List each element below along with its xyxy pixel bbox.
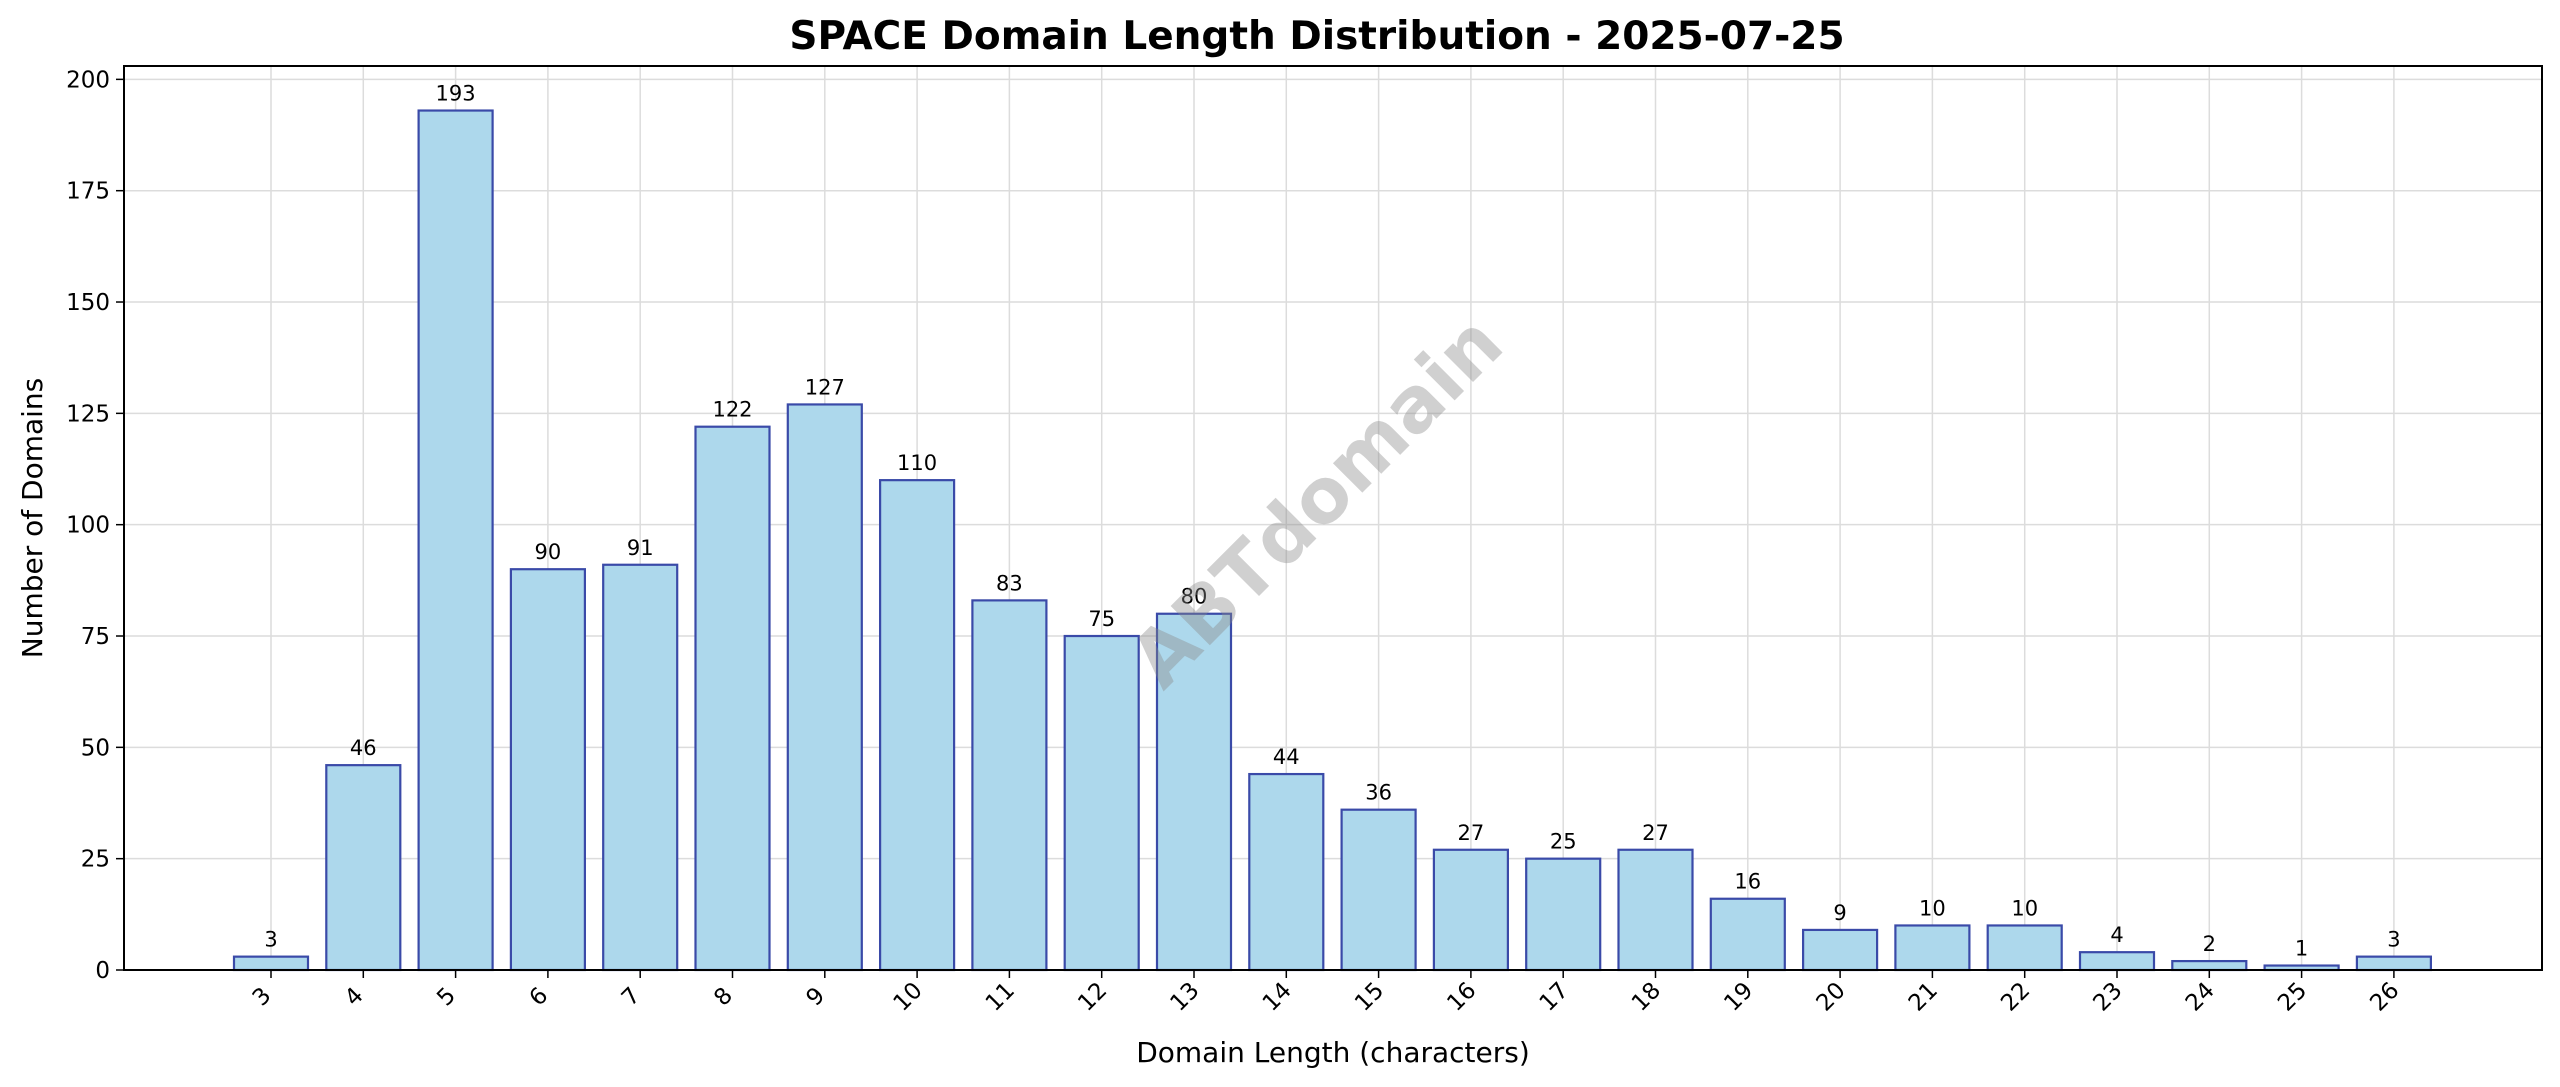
bar-length-6 [509,568,586,972]
data-label: 10 [2011,896,2038,920]
y-tick-label: 0 [95,958,110,984]
y-tick-label: 150 [66,290,110,316]
x-tick-label: 3 [248,983,277,1012]
x-tick-label: 10 [889,978,928,1017]
data-label: 110 [897,451,937,475]
data-label: 27 [1642,821,1669,845]
x-tick-label: 21 [1904,978,1943,1017]
bar-length-20 [1801,928,1879,972]
y-axis-label: Number of Domains [16,378,49,659]
data-label: 3 [2387,928,2400,952]
x-tick-label: 8 [709,983,738,1012]
bar-length-22 [1986,924,2063,972]
x-tick-label: 22 [1996,978,2035,1017]
y-tick-label: 100 [66,513,110,539]
plot-frame [123,65,2543,971]
bar-length-7 [602,563,679,972]
bar-length-16 [1432,848,1510,972]
bar-length-15 [1340,808,1417,972]
watermark: ABTdomain [1113,298,1519,704]
bar-length-3 [232,955,310,972]
data-label: 193 [436,82,476,106]
bar-length-13 [1155,612,1233,972]
data-label: 9 [1833,901,1846,925]
bar-length-24 [2171,959,2248,972]
bar-length-11 [971,599,1048,972]
x-tick-label: 23 [2089,978,2128,1017]
x-tick-label: 7 [617,983,646,1012]
bar-length-4 [325,764,402,972]
data-label: 4 [2110,923,2123,947]
x-tick-label: 17 [1535,978,1574,1017]
x-tick-label: 26 [2365,978,2404,1017]
bar-length-21 [1894,924,1971,972]
data-label: 91 [627,536,654,560]
x-tick-label: 25 [2273,978,2312,1017]
data-label: 44 [1273,745,1300,769]
data-label: 80 [1181,585,1208,609]
bar-length-17 [1525,857,1602,972]
x-tick-label: 24 [2181,978,2220,1017]
bar-length-10 [878,479,956,972]
x-tick-label: 20 [1812,978,1851,1017]
data-label: 83 [996,571,1023,595]
bar-length-8 [694,425,771,972]
x-tick-label: 15 [1350,978,1389,1017]
chart-title: SPACE Domain Length Distribution - 2025-… [789,14,1844,59]
data-label: 10 [1919,896,1946,920]
x-tick-label: 4 [340,983,369,1012]
data-label: 46 [350,736,377,760]
bar-length-9 [786,403,863,972]
data-label: 27 [1458,821,1485,845]
bar-length-23 [2078,951,2156,972]
y-tick-label: 25 [81,847,110,873]
x-axis: 3 4 5 6 7 8 9 10 11 12 13 14 15 16 17 18 19 20 21 22 23 24 25 2… [248,970,2404,1017]
x-tick-label: 19 [1719,978,1758,1017]
y-axis: 0 25 50 75 100 125 150 175 200 [66,67,124,984]
x-tick-label: 9 [801,983,830,1012]
data-label: 2 [2203,932,2216,956]
bar-length-18 [1617,848,1694,972]
y-tick-label: 75 [81,624,110,650]
data-label: 75 [1088,607,1115,631]
bar-length-14 [1248,772,1325,972]
bars [232,109,2432,972]
y-tick-label: 125 [66,401,110,427]
x-tick-label: 11 [981,978,1020,1017]
bar-length-19 [1709,897,1786,972]
bar-length-26 [2355,955,2432,972]
data-label: 36 [1365,781,1392,805]
x-tick-label: 5 [432,983,461,1012]
data-label: 127 [805,375,845,399]
y-tick-label: 175 [66,179,110,205]
data-label: 90 [535,540,562,564]
bar-length-12 [1063,634,1140,972]
x-tick-label: 12 [1073,978,1112,1017]
y-tick-label: 200 [66,67,110,93]
y-tick-label: 50 [81,735,110,761]
x-tick-label: 16 [1442,978,1481,1017]
data-label: 1 [2295,937,2308,961]
bar-length-5 [417,109,494,972]
x-tick-label: 18 [1627,978,1666,1017]
data-label: 16 [1734,870,1761,894]
x-tick-label: 6 [525,983,554,1012]
x-tick-label: 13 [1166,978,1205,1017]
x-axis-label: Domain Length (characters) [1136,1036,1530,1069]
x-tick-label: 14 [1258,978,1297,1017]
data-label: 122 [712,398,752,422]
data-label: 25 [1550,830,1577,854]
data-label: 3 [264,928,277,952]
